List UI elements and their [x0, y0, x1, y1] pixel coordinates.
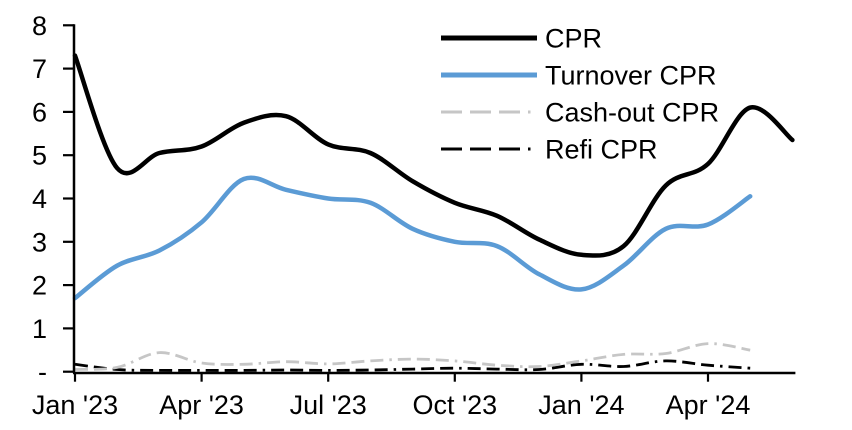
y-tick-label: 2 [32, 271, 47, 301]
x-axis: Jan '23 Apr '23 Jul '23 Oct '23 Jan '24 Apr '… [32, 371, 796, 420]
x-tick-label: Apr '24 [666, 390, 751, 420]
legend-label-refi-cpr: Refi CPR [545, 135, 658, 165]
y-tick-label: 3 [32, 227, 47, 257]
y-tick-label: 1 [32, 314, 47, 344]
legend-item-cashout-cpr: Cash-out CPR [441, 98, 719, 128]
legend-label-turnover-cpr: Turnover CPR [545, 61, 717, 91]
series-line-cpr [72, 53, 795, 258]
y-axis: 8 7 6 5 4 3 2 1 - [32, 11, 76, 387]
y-tick-label: 4 [32, 184, 47, 214]
y-tick-label: 6 [32, 97, 47, 127]
series-line-refi-cpr [74, 359, 751, 372]
plot-series [72, 53, 795, 372]
y-tick-label: 8 [32, 11, 47, 41]
x-tick-label: Apr '23 [159, 390, 244, 420]
legend-item-turnover-cpr: Turnover CPR [441, 61, 717, 91]
legend: CPR Turnover CPR Cash-out CPR Refi CPR [441, 24, 719, 165]
y-tick-label: 5 [32, 141, 47, 171]
series-line-cash-out-cpr [74, 342, 751, 371]
legend-label-cpr: CPR [545, 24, 602, 54]
legend-item-cpr: CPR [441, 24, 602, 54]
series-line-turnover-cpr [72, 175, 753, 301]
y-tick-label: 7 [32, 54, 47, 84]
x-tick-label: Jan '24 [538, 390, 624, 420]
y-tick-label: - [38, 357, 47, 387]
legend-item-refi-cpr: Refi CPR [441, 135, 658, 165]
x-tick-label: Jan '23 [32, 390, 118, 420]
legend-label-cashout-cpr: Cash-out CPR [545, 98, 719, 128]
x-tick-label: Oct '23 [412, 390, 497, 420]
x-tick-label: Jul '23 [290, 390, 367, 420]
